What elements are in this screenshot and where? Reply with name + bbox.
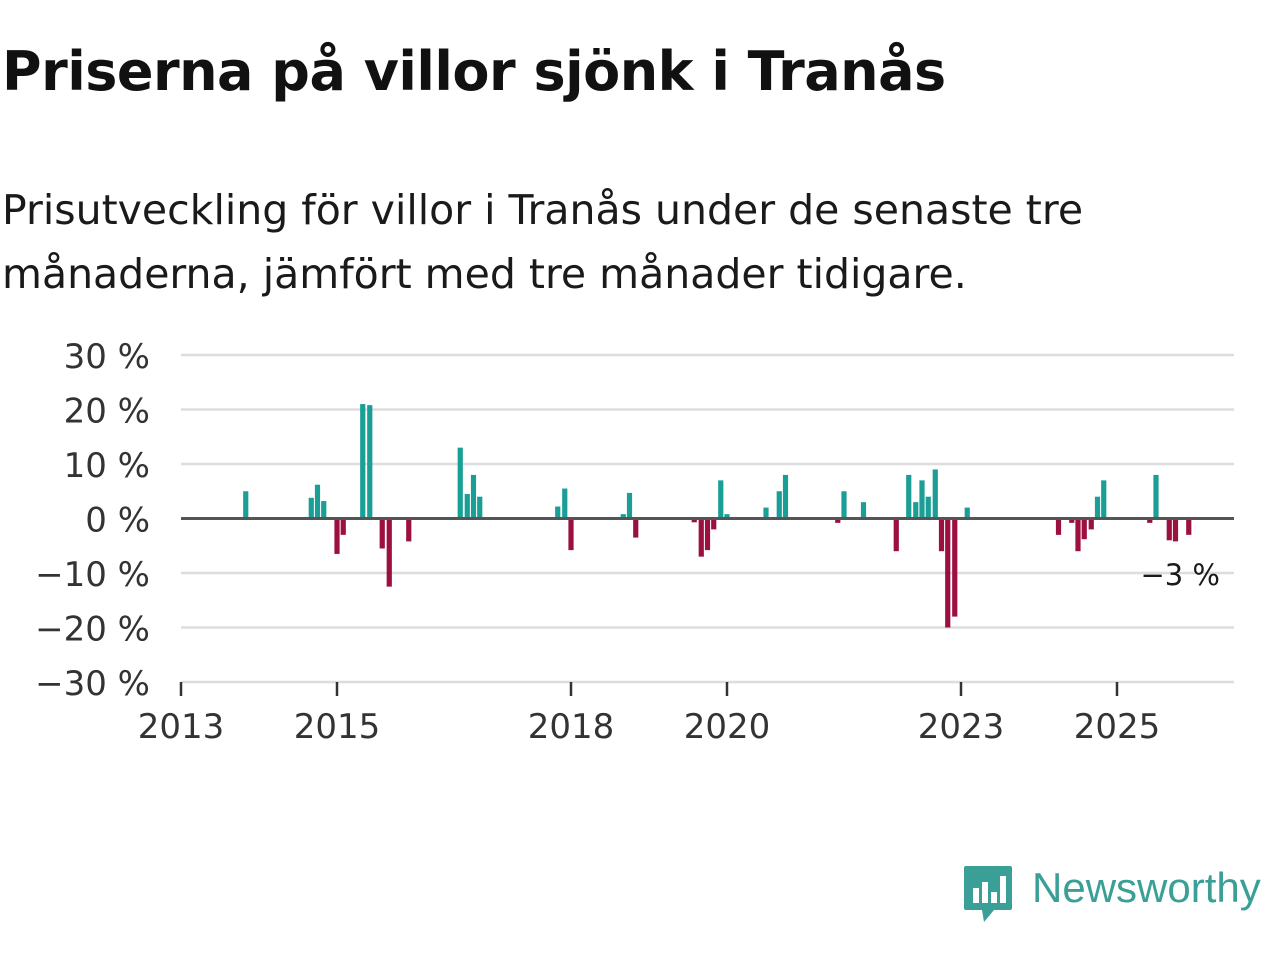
- bar: [841, 491, 847, 519]
- bar: [568, 518, 574, 551]
- bar: [334, 518, 340, 554]
- bar: [562, 488, 568, 519]
- bar: [470, 474, 477, 519]
- bar: [340, 518, 346, 535]
- label-layer: 30 % 20 % 10 % 0 % −10 % −20 % −30 %2013 2015 20…: [35, 337, 1220, 747]
- bar: [860, 502, 867, 519]
- brand[interactable]: Newsworthy: [962, 862, 1280, 928]
- bar: [718, 480, 724, 519]
- y-tick-label: 10 %: [64, 446, 150, 486]
- bar: [321, 501, 327, 519]
- bar: [464, 493, 470, 519]
- bar: [1147, 518, 1153, 523]
- bar: [964, 507, 970, 519]
- bar: [620, 514, 626, 519]
- bar: [913, 502, 919, 519]
- bar: [763, 507, 769, 519]
- x-tick-label: 2023: [918, 707, 1005, 747]
- x-tick-label: 2013: [138, 707, 225, 747]
- chart-title: Priserna på villor sjönk i Tranås: [2, 40, 946, 103]
- newsworthy-logo-icon: [964, 866, 1012, 922]
- bar: [1069, 518, 1075, 523]
- y-tick-label: −30 %: [35, 664, 150, 704]
- bar: [626, 492, 633, 519]
- y-tick-label: −20 %: [35, 610, 150, 650]
- brand-name: Newsworthy: [1032, 864, 1261, 911]
- bar: [1153, 474, 1159, 519]
- bar: [1186, 518, 1192, 535]
- bar: [932, 469, 938, 519]
- bar: [711, 518, 717, 530]
- bar: [1088, 518, 1094, 530]
- bar: [379, 518, 385, 549]
- x-tick-label: 2020: [684, 707, 771, 747]
- x-tick-label: 2015: [294, 707, 381, 747]
- bar: [1172, 518, 1179, 542]
- bar: [893, 518, 899, 552]
- bar: [938, 518, 945, 552]
- bar: [952, 518, 958, 617]
- bar: [945, 518, 951, 628]
- bar: [1055, 518, 1062, 535]
- bar-chart: 30 % 20 % 10 % 0 % −10 % −20 % −30 %2013 2015 20…: [35, 337, 1234, 747]
- bar: [925, 496, 931, 519]
- bar: [724, 514, 730, 519]
- bar: [1094, 496, 1101, 519]
- bars-layer: [243, 404, 1192, 628]
- bar: [367, 405, 373, 519]
- bar: [457, 447, 463, 519]
- bar: [698, 518, 704, 557]
- bar: [782, 474, 789, 519]
- bar: [386, 518, 392, 587]
- x-tick-label: 2018: [528, 707, 615, 747]
- x-tick-label: 2025: [1074, 707, 1161, 747]
- y-tick-label: −10 %: [35, 555, 150, 595]
- bar: [555, 506, 561, 519]
- chart-subtitle: Prisutveckling för villor i Tranås under…: [2, 186, 1084, 298]
- last-value-label: −3 %: [1140, 558, 1220, 592]
- y-tick-label: 0 %: [85, 501, 150, 541]
- y-tick-label: 20 %: [64, 392, 150, 432]
- bar: [406, 518, 412, 542]
- bar: [633, 518, 639, 538]
- bar: [1101, 480, 1107, 519]
- bar: [919, 480, 925, 519]
- bar: [835, 518, 841, 523]
- bar: [704, 518, 711, 551]
- grid-layer: [181, 353, 1234, 684]
- bar: [360, 404, 366, 519]
- bar: [477, 496, 483, 519]
- bar: [1166, 518, 1172, 541]
- bar: [308, 497, 314, 519]
- bar: [1081, 518, 1087, 540]
- bar: [1075, 518, 1081, 552]
- axis-layer: [179, 517, 1234, 696]
- bar: [243, 491, 249, 519]
- bar: [314, 484, 321, 519]
- y-tick-label: 30 %: [64, 337, 150, 377]
- bar: [776, 491, 782, 519]
- bar: [906, 474, 912, 519]
- bar: [691, 518, 697, 523]
